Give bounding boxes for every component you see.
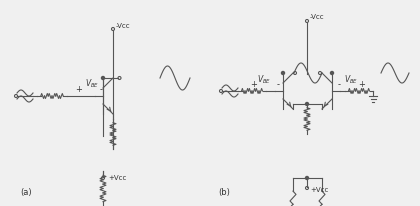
Text: (b): (b) — [218, 187, 230, 196]
Text: $V_{BE}$: $V_{BE}$ — [85, 78, 99, 90]
Text: +Vcc: +Vcc — [108, 174, 126, 180]
Text: +Vcc: +Vcc — [310, 186, 328, 192]
Circle shape — [102, 77, 105, 80]
Text: (a): (a) — [20, 187, 32, 196]
Text: -Vcc: -Vcc — [116, 23, 131, 29]
Circle shape — [305, 177, 309, 180]
Text: +: + — [358, 80, 365, 89]
Text: +: + — [75, 85, 82, 94]
Text: $V_{BE}$: $V_{BE}$ — [257, 73, 271, 85]
Text: $V_{BE}$: $V_{BE}$ — [344, 73, 358, 85]
Circle shape — [331, 72, 333, 75]
Text: -: - — [277, 80, 280, 89]
Circle shape — [305, 103, 309, 106]
Text: +: + — [250, 80, 257, 89]
Text: -: - — [100, 85, 103, 94]
Circle shape — [281, 72, 284, 75]
Text: -: - — [338, 80, 341, 89]
Text: -Vcc: -Vcc — [310, 14, 325, 20]
